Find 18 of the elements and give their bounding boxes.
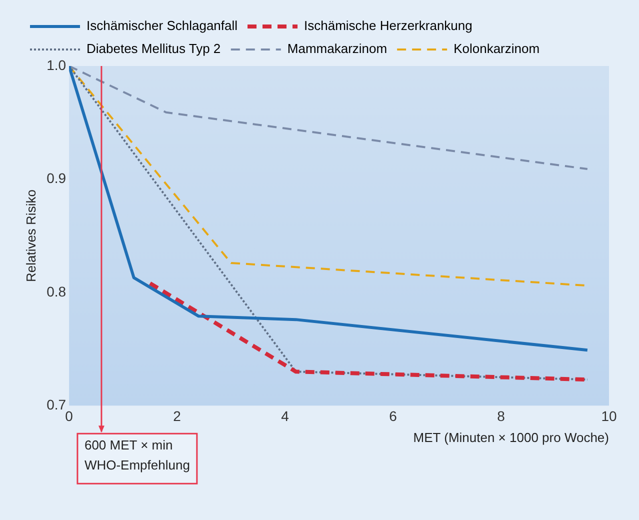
y-tick-label: 1.0	[46, 56, 66, 73]
ref-line-label: 600 MET × min WHO-Empfehlung	[84, 438, 190, 473]
x-tick-label: 2	[173, 408, 182, 424]
legend-label: Mammakarzinom	[287, 41, 388, 56]
legend-label: Kolonkarzinom	[454, 41, 540, 56]
x-tick-label: 4	[281, 408, 290, 424]
y-tick-label: 0.7	[46, 396, 66, 412]
x-tick-label: 6	[389, 408, 398, 424]
legend-label: Ischämische Herzerkrankung	[304, 18, 472, 34]
y-axis-title: Relatives Risiko	[23, 190, 38, 282]
legend-label: Diabetes Mellitus Typ 2	[86, 41, 221, 56]
x-tick-label: 10	[601, 408, 617, 424]
y-tick-label: 0.9	[46, 170, 66, 186]
x-axis-title: MET (Minuten × 1000 pro Woche)	[413, 430, 609, 445]
x-tick-label: 0	[65, 408, 74, 424]
y-tick-label: 0.8	[46, 283, 66, 300]
legend-label: Ischämischer Schlaganfall	[86, 18, 238, 34]
x-tick-label: 8	[497, 408, 506, 424]
